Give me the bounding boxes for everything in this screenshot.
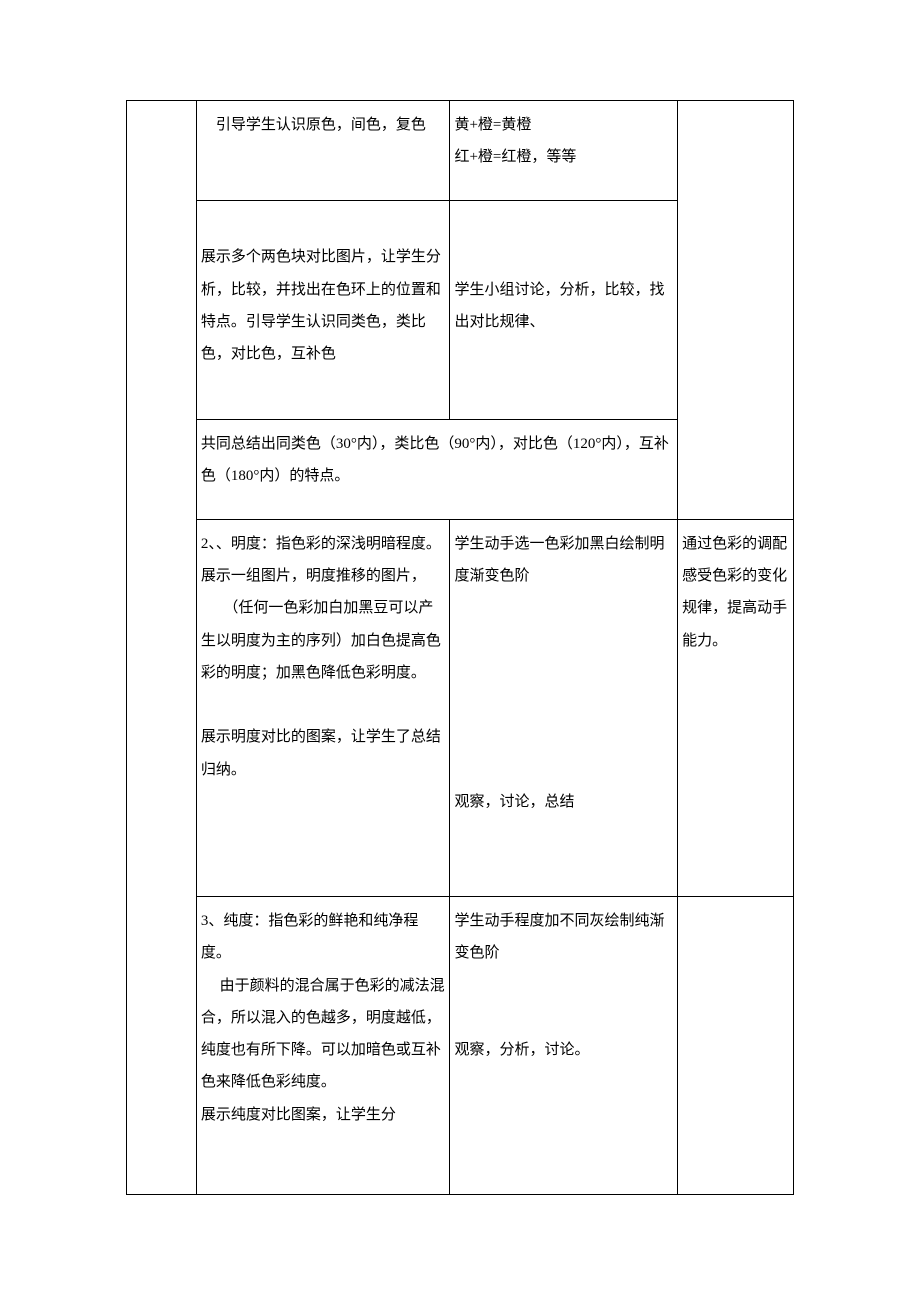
document-table: 引导学生认识原色，间色，复色 黄+橙=黄橙红+橙=红橙，等等 展示多个两色块对比… — [126, 100, 794, 1195]
text-content: 2、、明度：指色彩的深浅明暗程度。展示一组图片，明度推移的图片， （任何一色彩加… — [201, 528, 446, 786]
text-content: 通过色彩的调配感受色彩的变化规律，提高动手能力。 — [682, 528, 789, 657]
text-content: 黄+橙=黄橙红+橙=红橙，等等 — [454, 109, 673, 174]
text-content: 展示多个两色块对比图片，让学生分析，比较，并找出在色环上的位置和特点。引导学生认… — [201, 241, 446, 370]
text-content: 学生小组讨论，分析，比较，找出对比规律、 — [454, 274, 673, 339]
text-content: 学生动手程度加不同灰绘制纯渐变色阶 观察，分析，讨论。 — [454, 905, 673, 1066]
text-content: 共同总结出同类色（30°内），类比色（90°内），对比色（120°内），互补色（… — [201, 428, 673, 493]
text-content: 学生动手选一色彩加黑白绘制明度渐变色阶 观察，讨论，总结 — [454, 528, 673, 818]
blank-line — [201, 209, 446, 241]
cell-intent: 通过色彩的调配感受色彩的变化规律，提高动手能力。 — [678, 519, 794, 896]
cell-student-activity: 学生动手选一色彩加黑白绘制明度渐变色阶 观察，讨论，总结 — [450, 519, 678, 896]
cell-student-activity: 黄+橙=黄橙红+橙=红橙，等等 — [450, 101, 678, 201]
cell-student-activity: 学生小组讨论，分析，比较，找出对比规律、 — [450, 201, 678, 420]
cell-teacher-activity: 2、、明度：指色彩的深浅明暗程度。展示一组图片，明度推移的图片， （任何一色彩加… — [196, 519, 450, 896]
blank-line — [454, 209, 673, 241]
cell-label-column — [127, 101, 197, 1195]
cell-teacher-activity: 引导学生认识原色，间色，复色 — [196, 101, 450, 201]
blank-line — [454, 241, 673, 273]
cell-teacher-activity: 展示多个两色块对比图片，让学生分析，比较，并找出在色环上的位置和特点。引导学生认… — [196, 201, 450, 420]
cell-intent — [678, 101, 794, 520]
table-row: 3、纯度：指色彩的鲜艳和纯净程度。 由于颜料的混合属于色彩的减法混合，所以混入的… — [127, 897, 794, 1195]
text-content: 引导学生认识原色，间色，复色 — [201, 109, 446, 141]
cell-summary: 共同总结出同类色（30°内），类比色（90°内），对比色（120°内），互补色（… — [196, 419, 677, 519]
table-row: 引导学生认识原色，间色，复色 黄+橙=黄橙红+橙=红橙，等等 — [127, 101, 794, 201]
cell-teacher-activity: 3、纯度：指色彩的鲜艳和纯净程度。 由于颜料的混合属于色彩的减法混合，所以混入的… — [196, 897, 450, 1195]
table-row: 2、、明度：指色彩的深浅明暗程度。展示一组图片，明度推移的图片， （任何一色彩加… — [127, 519, 794, 896]
cell-intent — [678, 897, 794, 1195]
cell-student-activity: 学生动手程度加不同灰绘制纯渐变色阶 观察，分析，讨论。 — [450, 897, 678, 1195]
text-content: 3、纯度：指色彩的鲜艳和纯净程度。 由于颜料的混合属于色彩的减法混合，所以混入的… — [201, 905, 446, 1131]
